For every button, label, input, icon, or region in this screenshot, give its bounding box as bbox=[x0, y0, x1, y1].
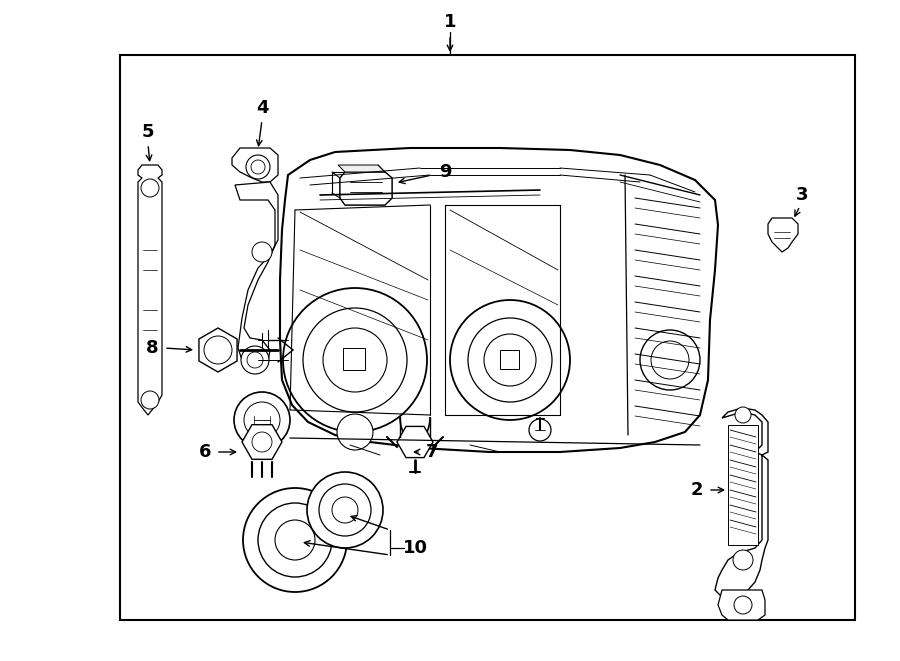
Circle shape bbox=[323, 328, 387, 392]
Polygon shape bbox=[340, 172, 392, 205]
Polygon shape bbox=[235, 182, 278, 370]
Circle shape bbox=[275, 520, 315, 560]
Circle shape bbox=[234, 392, 290, 448]
Circle shape bbox=[303, 308, 407, 412]
Polygon shape bbox=[340, 172, 392, 205]
Circle shape bbox=[244, 402, 280, 438]
Circle shape bbox=[241, 346, 269, 374]
Circle shape bbox=[247, 352, 263, 368]
Bar bbox=[343, 348, 365, 370]
Text: 5: 5 bbox=[142, 123, 154, 141]
Circle shape bbox=[141, 391, 159, 409]
Circle shape bbox=[332, 497, 358, 523]
Polygon shape bbox=[232, 148, 278, 182]
Circle shape bbox=[651, 341, 689, 379]
Circle shape bbox=[246, 155, 270, 179]
Circle shape bbox=[283, 288, 427, 432]
Circle shape bbox=[450, 300, 570, 420]
Circle shape bbox=[484, 334, 536, 386]
Circle shape bbox=[141, 179, 159, 197]
Circle shape bbox=[307, 472, 383, 548]
Circle shape bbox=[529, 419, 551, 441]
Polygon shape bbox=[718, 590, 765, 620]
Circle shape bbox=[252, 432, 272, 452]
Polygon shape bbox=[280, 148, 718, 452]
Circle shape bbox=[243, 488, 347, 592]
Circle shape bbox=[204, 336, 232, 364]
Polygon shape bbox=[199, 328, 237, 372]
Bar bbox=[728, 425, 758, 545]
Circle shape bbox=[734, 596, 752, 614]
Polygon shape bbox=[138, 165, 162, 415]
Polygon shape bbox=[338, 165, 385, 172]
Circle shape bbox=[258, 503, 332, 577]
Bar bbox=[120, 55, 855, 620]
Text: 8: 8 bbox=[146, 339, 158, 357]
Circle shape bbox=[337, 414, 373, 450]
Polygon shape bbox=[768, 218, 798, 252]
Polygon shape bbox=[242, 424, 282, 459]
Bar bbox=[500, 350, 519, 369]
Text: 7: 7 bbox=[426, 443, 438, 461]
Text: 10: 10 bbox=[402, 539, 428, 557]
Text: 4: 4 bbox=[256, 99, 268, 117]
Circle shape bbox=[733, 550, 753, 570]
Circle shape bbox=[468, 318, 552, 402]
Circle shape bbox=[640, 330, 700, 390]
Text: 6: 6 bbox=[199, 443, 212, 461]
Circle shape bbox=[252, 242, 272, 262]
Circle shape bbox=[251, 160, 265, 174]
Text: 2: 2 bbox=[691, 481, 703, 499]
Text: 1: 1 bbox=[444, 13, 456, 31]
Circle shape bbox=[319, 484, 371, 536]
Text: 9: 9 bbox=[439, 163, 451, 181]
Circle shape bbox=[735, 407, 751, 423]
Text: 3: 3 bbox=[796, 186, 808, 204]
Polygon shape bbox=[397, 426, 433, 457]
Polygon shape bbox=[715, 408, 768, 598]
